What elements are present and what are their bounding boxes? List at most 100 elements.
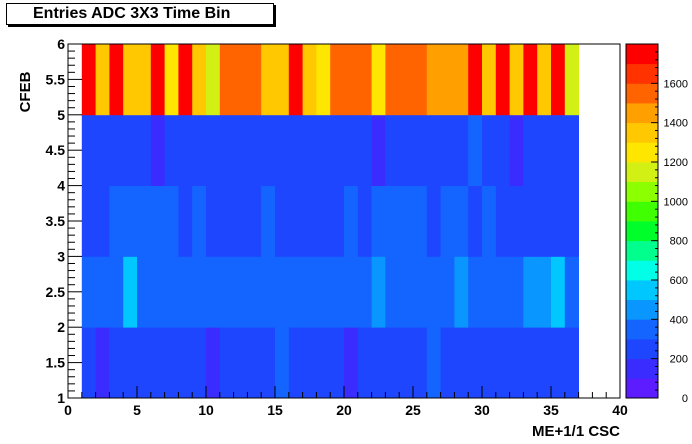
heatmap-cell [509, 327, 524, 399]
heatmap-cell [344, 114, 359, 186]
x-tick-label: 35 [543, 402, 559, 418]
heatmap-cell [564, 327, 579, 399]
heatmap-cell [440, 327, 455, 399]
heatmap-cell [413, 44, 428, 116]
heatmap-cell [564, 256, 579, 328]
heatmap-cell [247, 44, 262, 116]
color-scale-swatch [626, 240, 658, 261]
color-scale-swatch [626, 280, 658, 301]
heatmap-cell [164, 44, 179, 116]
heatmap-cell [330, 185, 345, 257]
heatmap-cell [81, 114, 96, 186]
heatmap-cell [275, 185, 290, 257]
heatmap-cell [233, 327, 248, 399]
heatmap-cell [357, 185, 372, 257]
y-axis-label: CFEB [17, 71, 34, 112]
heatmap-cell [288, 185, 303, 257]
color-scale-swatch [626, 44, 658, 65]
color-scale-swatch [626, 339, 658, 360]
heatmap-cell [316, 44, 331, 116]
heatmap-cell [123, 185, 138, 257]
y-tick-label: 5 [57, 107, 65, 123]
heatmap-cell [275, 44, 290, 116]
heatmap-cell [440, 114, 455, 186]
heatmap-cell [81, 327, 96, 399]
heatmap-cell [233, 185, 248, 257]
heatmap-cell [468, 256, 483, 328]
heatmap-cell [261, 114, 276, 186]
heatmap-cell [495, 185, 510, 257]
color-scale-swatch [626, 319, 658, 340]
heatmap-cell [206, 185, 221, 257]
heatmap-cell [247, 185, 262, 257]
y-tick-label: 4.5 [46, 142, 66, 158]
heatmap-cell [316, 185, 331, 257]
heatmap-cells [81, 44, 579, 399]
heatmap-cell [509, 44, 524, 116]
z-tick-label: 1400 [664, 118, 688, 130]
y-tick-label: 4 [57, 178, 65, 194]
heatmap-cell [109, 114, 124, 186]
heatmap-cell [192, 114, 207, 186]
heatmap-cell [302, 44, 317, 116]
y-tick-label: 6 [57, 36, 65, 52]
x-tick-label: 30 [474, 402, 490, 418]
heatmap-cell [206, 327, 221, 399]
heatmap-cell [523, 256, 538, 328]
x-tick-label: 15 [267, 402, 283, 418]
y-tick-label: 2 [57, 319, 65, 335]
heatmap-cell [344, 256, 359, 328]
y-tick-label: 1 [57, 390, 65, 406]
heatmap-cell [509, 114, 524, 186]
heatmap-cell [495, 114, 510, 186]
z-tick-label: 600 [670, 275, 688, 287]
y-tick-label: 5.5 [46, 71, 66, 87]
heatmap-cell [330, 44, 345, 116]
heatmap-cell [454, 185, 469, 257]
color-scale-swatch [626, 201, 658, 222]
heatmap-cell [454, 256, 469, 328]
heatmap-cell [371, 185, 386, 257]
z-tick-label: 400 [670, 314, 688, 326]
heatmap-cell [537, 44, 552, 116]
heatmap-cell [233, 44, 248, 116]
heatmap-cell [523, 185, 538, 257]
color-scale-frame [625, 43, 659, 399]
heatmap-cell [413, 327, 428, 399]
heatmap-cell [178, 114, 193, 186]
heatmap-cell [81, 256, 96, 328]
heatmap-cell [537, 185, 552, 257]
heatmap-cell [495, 327, 510, 399]
heatmap-cell [482, 327, 497, 399]
z-tick-label: 200 [670, 354, 688, 366]
heatmap-cell [399, 327, 414, 399]
heatmap-cell [288, 114, 303, 186]
x-axis-label: ME+1/1 CSC [532, 423, 620, 440]
heatmap-cell [150, 185, 165, 257]
heatmap-cell [288, 44, 303, 116]
heatmap-cell [137, 44, 152, 116]
heatmap-cell [288, 327, 303, 399]
heatmap-cell [330, 114, 345, 186]
color-scale-swatch [626, 122, 658, 143]
heatmap-cell [482, 114, 497, 186]
heatmap-cell [219, 114, 234, 186]
heatmap-cell [385, 44, 400, 116]
heatmap-cell [426, 44, 441, 116]
heatmap-cell [357, 327, 372, 399]
heatmap-cell [468, 185, 483, 257]
heatmap-cell [551, 256, 566, 328]
heatmap-cell [330, 256, 345, 328]
heatmap-cell [150, 256, 165, 328]
color-scale: 0 200 400 600 800 1000 1200 1400 1600 [625, 43, 688, 405]
heatmap-cell [426, 185, 441, 257]
heatmap-cell [95, 327, 110, 399]
heatmap-cell [192, 44, 207, 116]
z-tick-label: 800 [670, 236, 688, 248]
x-tick-label: 10 [198, 402, 214, 418]
heatmap-cell [454, 114, 469, 186]
heatmap-cell [275, 327, 290, 399]
heatmap-cell [468, 114, 483, 186]
heatmap-cell [95, 44, 110, 116]
heatmap-cell [440, 185, 455, 257]
